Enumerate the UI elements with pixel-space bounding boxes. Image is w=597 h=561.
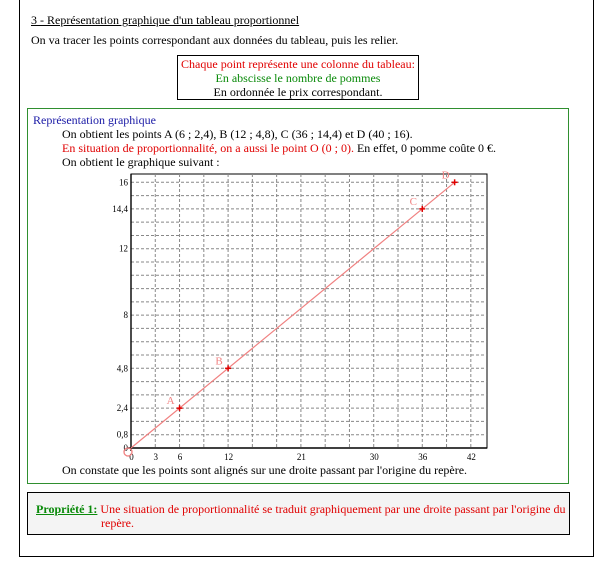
x-tick-label: 0 — [129, 452, 134, 462]
point-marker — [123, 447, 133, 457]
x-tick-label: 3 — [154, 452, 159, 462]
proportionality-line — [130, 181, 456, 449]
point-label: C — [410, 196, 417, 208]
y-tick-label: 16 — [119, 177, 129, 187]
plot-frame — [130, 173, 488, 449]
point-label: A — [167, 395, 175, 407]
y-tick-label: 2,4 — [117, 403, 129, 413]
x-tick-label: 36 — [418, 452, 428, 462]
info-line-1: Chaque point représente une colonne du t… — [181, 57, 415, 71]
point-label: D — [442, 169, 450, 181]
y-tick-label: 0,8 — [117, 430, 129, 440]
proportionality-black: En effet, 0 pomme coûte 0 €. — [353, 141, 497, 155]
property-label: Propriété 1: — [36, 502, 98, 516]
graph-intro: On obtient le graphique suivant : — [62, 155, 220, 169]
point-label: B — [215, 355, 222, 367]
x-tick-label: 6 — [178, 452, 183, 462]
section-title: 3 - Représentation graphique d'un tablea… — [31, 13, 300, 27]
x-tick-label: 42 — [467, 452, 476, 462]
info-line-3: En ordonnée le prix correspondant. — [213, 85, 383, 99]
y-tick-label: 8 — [124, 310, 129, 320]
y-tick-label: 14,4 — [112, 204, 128, 214]
x-tick-label: 12 — [224, 452, 233, 462]
x-tick-label: 30 — [370, 452, 380, 462]
y-tick-label: 4,8 — [117, 363, 129, 373]
property-text-1: Une situation de proportionnalité se tra… — [97, 502, 566, 516]
points-line: On obtient les points A (6 ; 2,4), B (12… — [62, 127, 413, 141]
property-line-1: Propriété 1: Une situation de proportion… — [36, 502, 565, 517]
page-frame — [19, 0, 594, 557]
graph-section-box — [27, 108, 569, 484]
info-line-2: En abscisse le nombre de pommes — [215, 71, 381, 85]
conclusion-text: On constate que les points sont alignés … — [62, 463, 468, 477]
info-box: Chaque point représente une colonne du t… — [177, 55, 419, 100]
proportionality-line: En situation de proportionnalité, on a a… — [62, 141, 496, 156]
property-box — [27, 492, 570, 535]
property-line-2: repère. — [101, 516, 134, 530]
y-tick-label: 12 — [119, 244, 128, 254]
proportionality-red: En situation de proportionnalité, on a a… — [62, 141, 354, 155]
graph-heading: Représentation graphique — [33, 113, 156, 127]
intro-text: On va tracer les points correspondant au… — [31, 33, 399, 47]
x-tick-label: 21 — [297, 452, 306, 462]
